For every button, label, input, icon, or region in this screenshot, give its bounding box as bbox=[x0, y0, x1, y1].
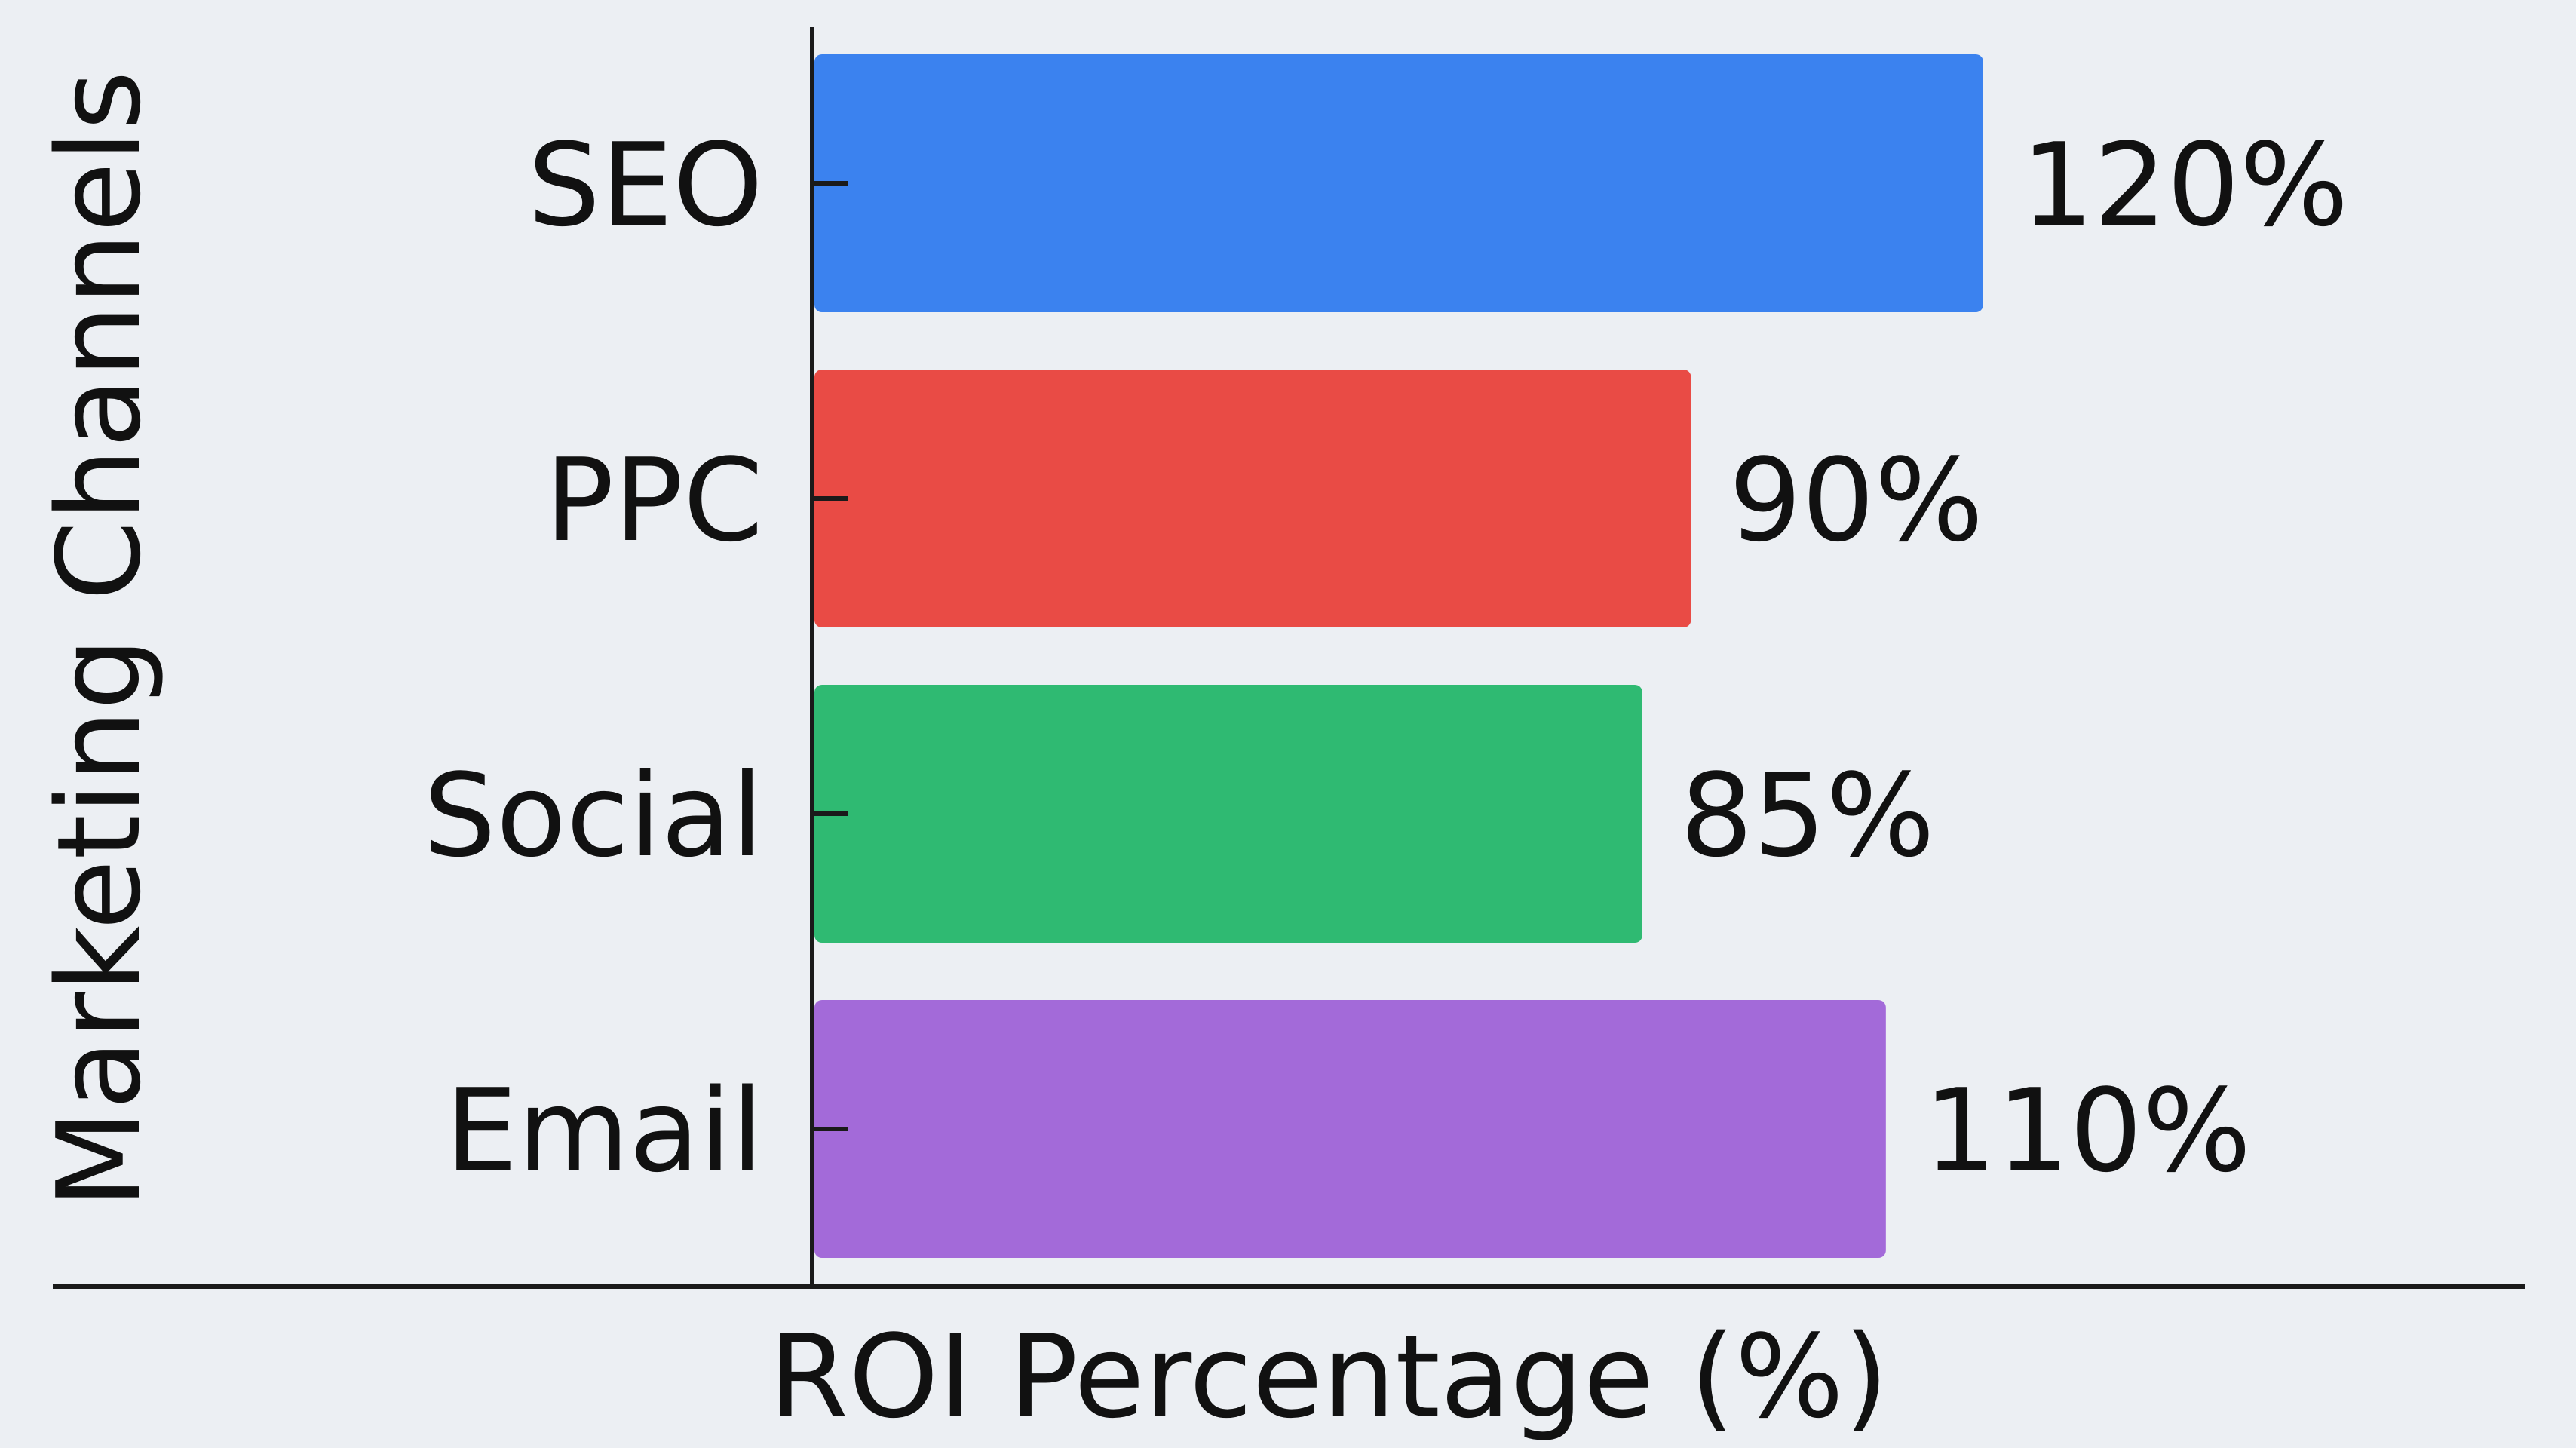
y-axis-title: Marketing Channels bbox=[32, 70, 166, 1208]
category-label-email: Email bbox=[445, 1064, 763, 1198]
category-label-seo: SEO bbox=[528, 118, 763, 252]
x-axis-title: ROI Percentage (%) bbox=[769, 1310, 1889, 1443]
value-label-social: 85% bbox=[1680, 749, 1935, 882]
bar-seo bbox=[814, 54, 1983, 312]
value-label-seo: 120% bbox=[2021, 118, 2349, 252]
value-label-ppc: 90% bbox=[1729, 434, 1984, 567]
category-label-ppc: PPC bbox=[545, 434, 763, 567]
bar-email bbox=[814, 1000, 1886, 1258]
bars-layer: SEO 120% PPC 90% Social 85% Email 110% bbox=[423, 54, 2349, 1258]
value-label-email: 110% bbox=[1924, 1064, 2252, 1198]
bar-ppc bbox=[814, 370, 1691, 627]
category-label-social: Social bbox=[423, 749, 763, 882]
bar-social bbox=[814, 685, 1642, 943]
